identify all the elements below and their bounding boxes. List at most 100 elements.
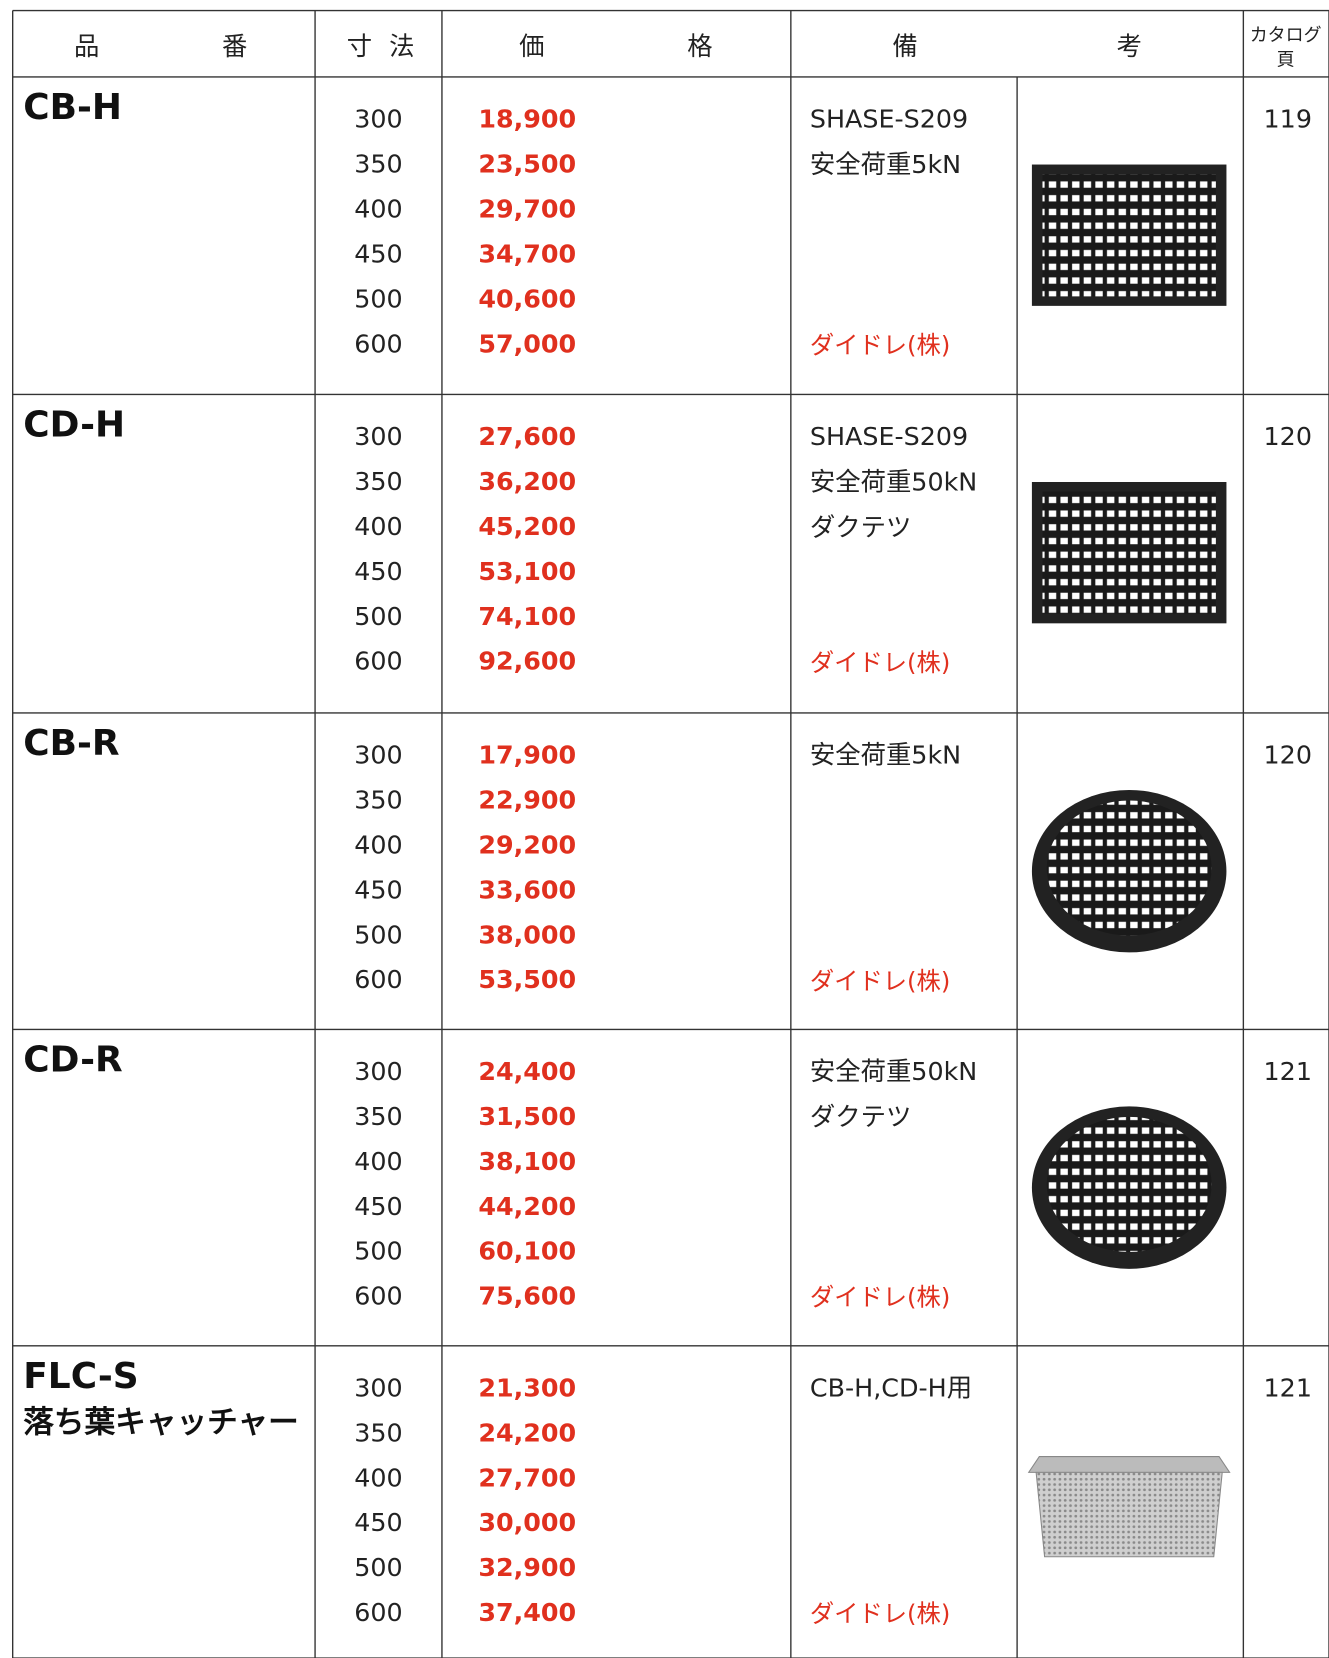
size: 350 [354, 1417, 402, 1447]
price: 30,000 [478, 1507, 576, 1537]
price: 75,600 [478, 1281, 576, 1311]
product-name: FLC-S [23, 1356, 138, 1397]
product-image [1027, 1456, 1231, 1558]
price: 23,500 [478, 149, 576, 179]
size: 500 [354, 919, 402, 949]
grate [1042, 491, 1216, 614]
grid [12, 9, 1329, 1658]
product-name: CB-H [23, 87, 122, 128]
price: 27,600 [478, 421, 576, 451]
size: 500 [354, 601, 402, 631]
size: 600 [354, 964, 402, 994]
price: 21,300 [478, 1372, 576, 1402]
header-label: 価 [519, 31, 544, 61]
product-name: CD-H [23, 405, 125, 446]
catalog-page: 119 [1264, 104, 1312, 134]
size: 300 [354, 1056, 402, 1086]
price: 31,500 [478, 1101, 576, 1131]
price: 34,700 [478, 238, 576, 268]
price: 92,600 [478, 646, 576, 676]
remark: CB-H,CD-H用 [810, 1372, 972, 1402]
header-label: 番 [222, 31, 247, 61]
product-name: CB-R [23, 723, 119, 764]
price: 74,100 [478, 601, 576, 631]
price: 22,900 [478, 785, 576, 815]
size: 350 [354, 785, 402, 815]
price: 24,200 [478, 1417, 576, 1447]
header-label: 頁 [1277, 49, 1295, 70]
size: 300 [354, 1372, 402, 1402]
price: 57,000 [478, 328, 576, 358]
remark: 安全荷重5kN [810, 740, 961, 770]
product-image [1031, 482, 1227, 624]
size: 500 [354, 283, 402, 313]
size: 600 [354, 328, 402, 358]
size: 300 [354, 740, 402, 770]
size: 450 [354, 874, 402, 904]
catalog-page: 120 [1264, 421, 1312, 451]
basket [1035, 1471, 1223, 1558]
price: 24,400 [478, 1056, 576, 1086]
grate [1046, 1116, 1212, 1252]
size: 450 [354, 238, 402, 268]
product-image [1031, 1106, 1227, 1269]
header-label: 考 [1116, 31, 1141, 61]
catalog-page: 121 [1264, 1372, 1312, 1402]
size: 500 [354, 1552, 402, 1582]
maker: ダイドレ(株) [810, 330, 950, 359]
price: 33,600 [478, 874, 576, 904]
remark: 安全荷重5kN [810, 149, 961, 179]
size: 600 [354, 1597, 402, 1627]
price: 44,200 [478, 1191, 576, 1221]
price: 38,000 [478, 919, 576, 949]
remark: ダクテツ [810, 1101, 911, 1131]
size: 400 [354, 829, 402, 859]
size: 350 [354, 149, 402, 179]
grate [1042, 174, 1216, 297]
header-label: 品 [74, 31, 99, 61]
size: 500 [354, 1236, 402, 1266]
catalog-page: 121 [1264, 1056, 1312, 1086]
price: 29,200 [478, 829, 576, 859]
size: 600 [354, 1281, 402, 1311]
basket-rim [1027, 1456, 1231, 1473]
header-label: 寸 [347, 31, 372, 61]
price: 37,400 [478, 1597, 576, 1627]
price: 32,900 [478, 1552, 576, 1582]
product-subname: 落ち葉キャッチャー [23, 1405, 299, 1440]
maker: ダイドレ(株) [810, 1599, 950, 1628]
remark: SHASE-S209 [810, 421, 968, 451]
header-label: 格 [687, 31, 712, 61]
price: 53,100 [478, 556, 576, 586]
price: 18,900 [478, 104, 576, 134]
catalog-page: 120 [1264, 740, 1312, 770]
remark: 安全荷重50kN [810, 466, 977, 496]
header-label: 備 [892, 31, 917, 61]
header-label: 法 [389, 31, 414, 61]
price: 27,700 [478, 1462, 576, 1492]
size: 350 [354, 1101, 402, 1131]
grate [1046, 800, 1212, 936]
size: 400 [354, 1146, 402, 1176]
size: 300 [354, 421, 402, 451]
size: 400 [354, 511, 402, 541]
size: 450 [354, 556, 402, 586]
price: 38,100 [478, 1146, 576, 1176]
remark: 安全荷重50kN [810, 1056, 977, 1086]
size: 450 [354, 1507, 402, 1537]
maker: ダイドレ(株) [810, 966, 950, 995]
size: 400 [354, 194, 402, 224]
product-image [1031, 789, 1227, 953]
size: 350 [354, 466, 402, 496]
product-name: CD-R [23, 1040, 122, 1081]
price: 17,900 [478, 740, 576, 770]
content: 品 番 寸法 価 格 備 考 カタログ頁 CB-H 300 350 400 450 500 600 18,90… [23, 25, 1321, 1628]
size: 400 [354, 1462, 402, 1492]
remark: SHASE-S209 [810, 104, 968, 134]
maker: ダイドレ(株) [810, 648, 950, 677]
size: 450 [354, 1191, 402, 1221]
price: 29,700 [478, 194, 576, 224]
price: 60,100 [478, 1236, 576, 1266]
